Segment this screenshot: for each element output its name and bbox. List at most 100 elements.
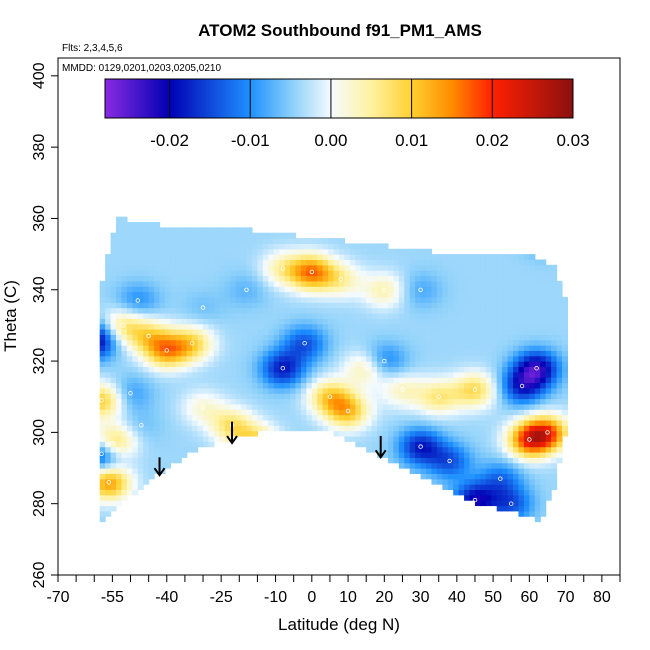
heatmap-cell [404, 264, 411, 271]
heatmap-cell [333, 307, 340, 314]
heatmap-cell [393, 286, 400, 293]
heatmap-cell [224, 355, 231, 362]
heatmap-cell [132, 275, 139, 282]
heatmap-cell [290, 243, 297, 250]
heatmap-cell [507, 505, 514, 512]
heatmap-cell [458, 280, 465, 287]
x-tick-label: 0 [307, 589, 316, 606]
heatmap-cell [126, 350, 133, 357]
heatmap-cell [355, 334, 362, 341]
heatmap-cell [491, 350, 498, 357]
heatmap-cell [485, 387, 492, 394]
heatmap-cell [105, 419, 112, 426]
heatmap-cell [355, 398, 362, 405]
heatmap-cell [387, 254, 394, 261]
heatmap-cell [349, 286, 356, 293]
heatmap-cell [181, 398, 188, 405]
heatmap-cell [186, 307, 193, 314]
heatmap-cell [181, 280, 188, 287]
heatmap-cell [181, 451, 188, 458]
heatmap-cell [420, 414, 427, 421]
heatmap-cell [137, 451, 144, 458]
heatmap-cell [355, 387, 362, 394]
heatmap-cell [409, 409, 416, 416]
heatmap-cell [507, 414, 514, 421]
heatmap-cell [279, 425, 286, 432]
heatmap-cell [398, 259, 405, 266]
heatmap-cell [491, 489, 498, 496]
heatmap-cell [219, 328, 226, 335]
heatmap-cell [241, 361, 248, 368]
heatmap-cell [371, 291, 378, 298]
heatmap-cell [208, 227, 215, 234]
heatmap-cell [116, 286, 123, 293]
heatmap-cell [148, 243, 155, 250]
heatmap-cell [447, 286, 454, 293]
heatmap-cell [442, 414, 449, 421]
heatmap-cell [175, 425, 182, 432]
heatmap-cell [420, 451, 427, 458]
heatmap-cell [398, 323, 405, 330]
heatmap-cell [339, 366, 346, 373]
heatmap-cell [137, 377, 144, 384]
heatmap-cell [230, 280, 237, 287]
heatmap-cell [105, 398, 112, 405]
heatmap-cell [213, 270, 220, 277]
heatmap-cell [507, 462, 514, 469]
heatmap-cell [458, 270, 465, 277]
heatmap-cell [534, 280, 541, 287]
heatmap-cell [137, 232, 144, 239]
heatmap-cell [382, 403, 389, 410]
heatmap-cell [186, 232, 193, 239]
heatmap-cell [518, 425, 525, 432]
heatmap-cell [290, 307, 297, 314]
heatmap-cell [219, 334, 226, 341]
heatmap-cell [159, 446, 166, 453]
heatmap-cell [159, 441, 166, 448]
heatmap-cell [213, 275, 220, 282]
heatmap-cell [404, 296, 411, 303]
heatmap-cell [398, 318, 405, 325]
heatmap-cell [491, 441, 498, 448]
heatmap-cell [192, 334, 199, 341]
heatmap-cell [241, 382, 248, 389]
heatmap-cell [143, 270, 150, 277]
heatmap-cell [186, 398, 193, 405]
heatmap-cell [355, 425, 362, 432]
x-tick-label: 40 [448, 589, 466, 606]
heatmap-cell [442, 318, 449, 325]
heatmap-cell [164, 270, 171, 277]
heatmap-cell [143, 387, 150, 394]
heatmap-cell [534, 302, 541, 309]
heatmap-cell [284, 377, 291, 384]
heatmap-cell [507, 484, 514, 491]
heatmap-cell [290, 291, 297, 298]
heatmap-cell [279, 398, 286, 405]
heatmap-cell [159, 350, 166, 357]
heatmap-cell [273, 302, 280, 309]
heatmap-cell [333, 371, 340, 378]
heatmap-cell [513, 296, 520, 303]
heatmap-cell [469, 280, 476, 287]
heatmap-cell [491, 462, 498, 469]
heatmap-cell [464, 254, 471, 261]
heatmap-cell [279, 259, 286, 266]
heatmap-cell [213, 430, 220, 437]
heatmap-cell [273, 403, 280, 410]
heatmap-cell [300, 286, 307, 293]
heatmap-cell [148, 259, 155, 266]
heatmap-cell [273, 393, 280, 400]
heatmap-cell [148, 414, 155, 421]
heatmap-cell [415, 328, 422, 335]
heatmap-cell [105, 366, 112, 373]
heatmap-cell [436, 280, 443, 287]
heatmap-cell [300, 419, 307, 426]
heatmap-cell [453, 323, 460, 330]
heatmap-cell [105, 339, 112, 346]
heatmap-cell [186, 387, 193, 394]
heatmap-cell [534, 270, 541, 277]
heatmap-cell [545, 387, 552, 394]
heatmap-cell [464, 334, 471, 341]
colorbar-tick-label: 0.03 [556, 131, 589, 150]
heatmap-cell [116, 238, 123, 245]
